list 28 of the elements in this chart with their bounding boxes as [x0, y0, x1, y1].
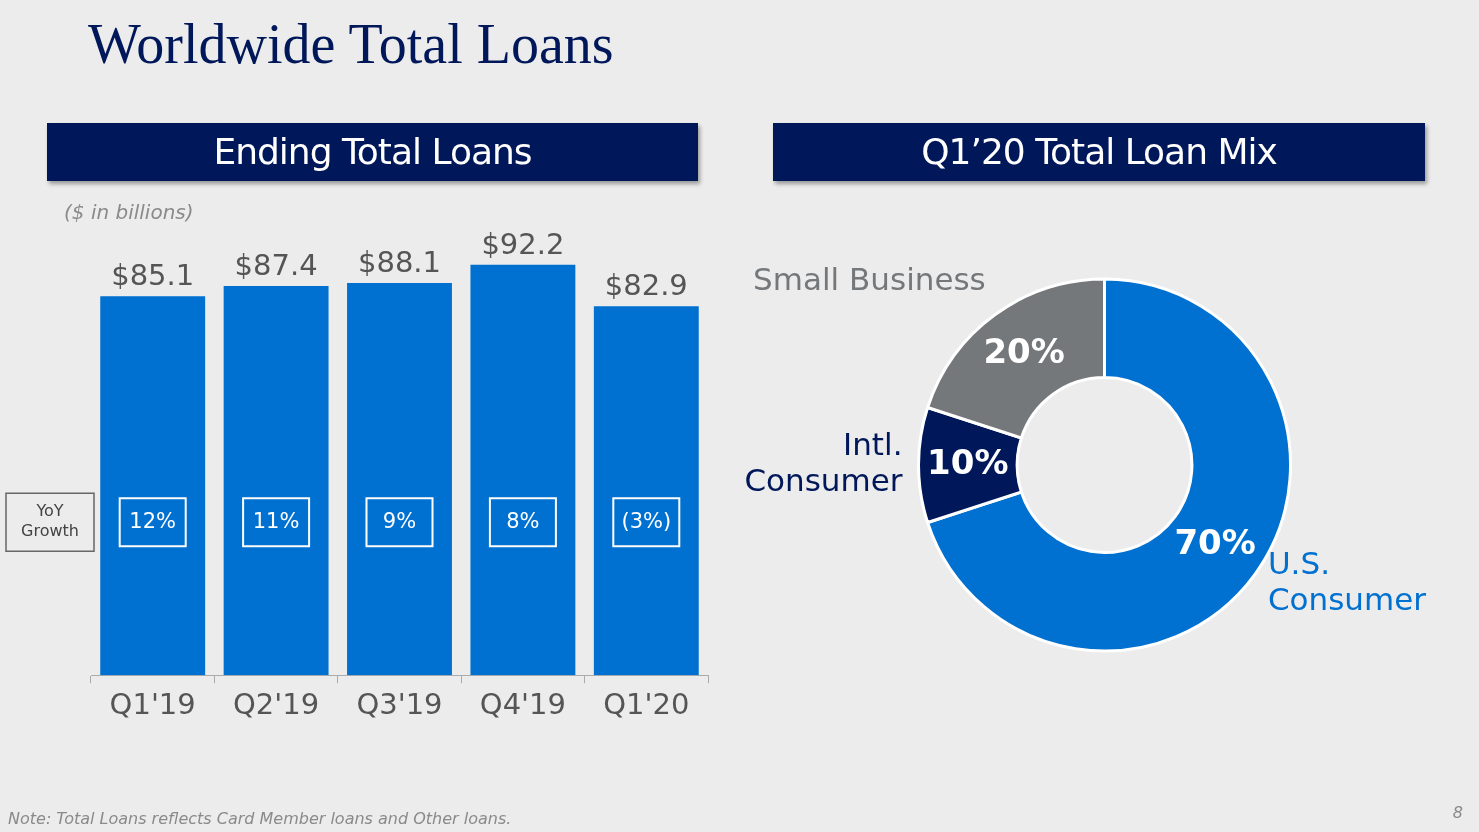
annotation: 8% [506, 508, 540, 533]
x-tick-label: Q4'19 [479, 687, 566, 722]
data-label: $85.1 [111, 258, 195, 293]
text: Note: Total Loans reflects Card Member loans and Other loans. [8, 809, 512, 828]
annotation: 12% [129, 508, 177, 533]
slice-label: U.S. Consumer [1267, 544, 1427, 617]
data-label: $92.2 [481, 226, 565, 261]
slice-label: Small Business [753, 260, 986, 297]
chart-title: Ending Total Loans [47, 123, 698, 181]
annotation: (3%) [621, 508, 672, 533]
chart-subtitle: ($ in billions) [64, 200, 194, 224]
x-tick-label: Q1'20 [603, 687, 690, 722]
data-label: $82.9 [604, 268, 688, 303]
text: Worldwide Total Loans [88, 12, 614, 76]
x-tick-label: Q1'19 [109, 687, 196, 722]
annotation: 9% [382, 508, 417, 533]
annotation: 11% [252, 508, 300, 533]
data-label: 10% [927, 441, 1009, 482]
x-tick-label: Q3'19 [356, 687, 443, 722]
x-tick-label: Q2'19 [233, 687, 320, 722]
text: YoY Growth [21, 501, 79, 541]
chart-title: Q1’20 Total Loan Mix [773, 123, 1425, 181]
data-label: $87.4 [234, 248, 318, 283]
data-label: 70% [1174, 522, 1256, 563]
data-label: $88.1 [357, 245, 442, 280]
data-label: 20% [983, 331, 1065, 372]
slice-label: Intl. Consumer [744, 426, 903, 499]
text: 8 [1452, 803, 1463, 822]
